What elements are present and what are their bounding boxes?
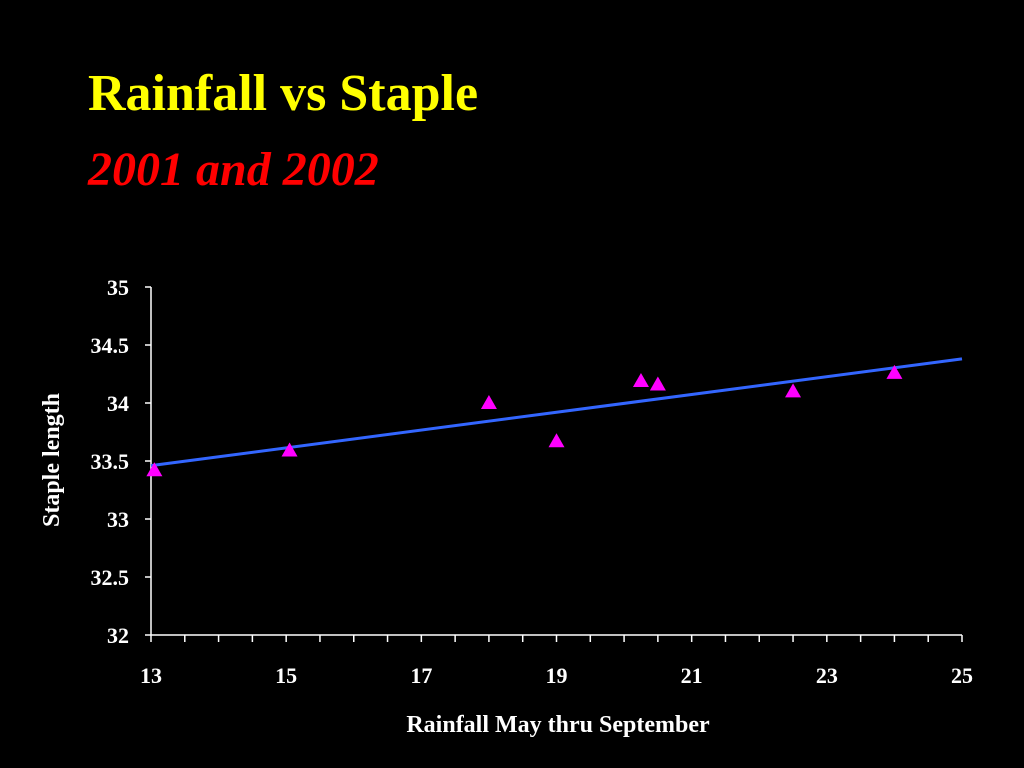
data-point-triangle xyxy=(480,395,497,409)
trendline-group xyxy=(150,357,963,468)
data-point-triangle xyxy=(886,364,903,379)
x-axis-label: Rainfall May thru September xyxy=(406,712,710,738)
y-tick-label: 35 xyxy=(107,275,129,300)
y-tick-label: 32.5 xyxy=(91,565,130,590)
x-tick-label: 19 xyxy=(546,663,568,688)
slide-title: Rainfall vs Staple xyxy=(88,65,479,122)
y-tick-label: 33 xyxy=(107,507,129,532)
slide-subtitle: 2001 and 2002 xyxy=(88,143,379,196)
y-tick-label: 32 xyxy=(107,623,129,648)
data-point-triangle xyxy=(146,462,163,477)
x-tick-label: 15 xyxy=(275,663,297,688)
x-tick-label: 17 xyxy=(410,663,432,688)
data-point-triangle xyxy=(649,376,666,391)
x-tick-label: 23 xyxy=(816,663,838,688)
data-point-triangle xyxy=(281,442,298,457)
y-tick-label: 34 xyxy=(107,391,129,416)
data-point-triangle xyxy=(785,383,802,398)
y-tick-label: 33.5 xyxy=(91,449,130,474)
trendline xyxy=(150,357,963,468)
axes: 32 32.5 33 33.5 34 34.5 35 13 15 17 19 21 23 25 xyxy=(91,275,974,688)
y-tick-label: 34.5 xyxy=(91,333,130,358)
y-axis-label: Staple length xyxy=(39,393,65,527)
x-tick-label: 21 xyxy=(681,663,703,688)
data-point-triangle xyxy=(548,433,565,448)
data-point-triangle xyxy=(632,372,649,387)
x-tick-label: 13 xyxy=(140,663,162,688)
x-tick-label: 25 xyxy=(951,663,973,688)
data-points xyxy=(146,364,903,477)
